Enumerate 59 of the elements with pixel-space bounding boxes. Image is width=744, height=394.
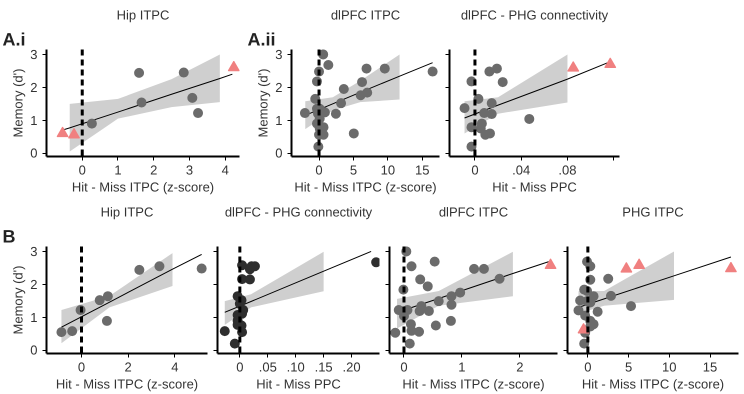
y-axis-title: Memory (d') <box>255 68 270 138</box>
x-tick-label: .15 <box>314 360 333 374</box>
y-tick-label: 0 <box>275 146 283 161</box>
x-axis-title: Hit - Miss ITPC (z-score) <box>294 180 437 194</box>
x-tick-label: .05 <box>258 360 277 374</box>
x-tick-label: 15 <box>702 360 718 374</box>
text: A.i <box>2 30 26 50</box>
x-tick-label: 4 <box>222 162 229 178</box>
x-axis-title: Hit - Miss ITPC (z-score) <box>72 180 214 194</box>
x-tick-label: .10 <box>286 360 305 374</box>
y-tick-label: 3 <box>30 244 38 259</box>
y-tick-label: 1 <box>30 310 38 325</box>
y-axis-title: Memory (d') <box>10 266 26 334</box>
chart-title: dlPFC - PHG connectivity <box>460 8 609 22</box>
chart-title: dlPFC - PHG connectivity <box>224 204 373 220</box>
x-tick-label: 0 <box>471 162 479 178</box>
y-tick-label: 2 <box>30 80 38 95</box>
y-tick-label: 1 <box>30 112 38 128</box>
x-tick-label: .08 <box>558 162 576 178</box>
x-tick-label: 2 <box>516 360 524 374</box>
y-tick-label: 1 <box>275 112 283 128</box>
chart-title: dlPFC ITPC <box>438 204 508 220</box>
chart-title: Hip ITPC <box>100 204 154 220</box>
x-axis-title: Hit - Miss PPC <box>256 376 341 392</box>
text: A.ii <box>248 30 276 50</box>
x-tick-label: .04 <box>512 162 530 178</box>
text: B <box>2 226 16 246</box>
x-tick-label: 3 <box>186 162 194 178</box>
x-tick-label: 0 <box>315 162 323 178</box>
x-axis-title: Hit - Miss PPC <box>492 180 577 194</box>
chart-title: Hip ITPC <box>116 8 170 22</box>
chart-title: dlPFC ITPC <box>330 8 400 22</box>
x-tick-label: 15 <box>415 162 430 178</box>
x-tick-label: 0 <box>236 360 244 374</box>
x-axis-title: Hit - Miss ITPC (z-score) <box>402 376 545 392</box>
x-tick-label: .20 <box>342 360 361 374</box>
y-tick-label: 2 <box>275 80 283 95</box>
y-tick-label: 0 <box>30 146 38 161</box>
x-tick-label: 0 <box>400 360 408 374</box>
x-tick-label: 5 <box>350 162 358 178</box>
y-tick-label: 2 <box>30 276 38 292</box>
y-tick-label: 3 <box>30 46 38 62</box>
x-tick-label: 4 <box>171 360 178 374</box>
x-tick-label: 1 <box>458 360 466 374</box>
x-tick-label: 5 <box>624 360 632 374</box>
x-tick-label: 10 <box>662 360 677 374</box>
x-tick-label: 0 <box>78 360 86 374</box>
chart-title: PHG ITPC <box>622 204 684 220</box>
x-axis-title: Hit - Miss ITPC (z-score) <box>582 376 724 392</box>
x-tick-label: 2 <box>150 162 158 178</box>
x-tick-label: 1 <box>114 162 122 178</box>
x-tick-label: 10 <box>380 162 396 178</box>
x-tick-label: 0 <box>584 360 592 374</box>
x-tick-label: 0 <box>78 162 86 178</box>
x-axis-title: Hit - Miss ITPC (z-score) <box>56 376 198 392</box>
x-tick-label: 2 <box>124 360 132 374</box>
y-axis-title: Memory (d') <box>10 68 26 138</box>
y-tick-label: 3 <box>275 46 283 62</box>
y-tick-label: 0 <box>30 342 38 358</box>
